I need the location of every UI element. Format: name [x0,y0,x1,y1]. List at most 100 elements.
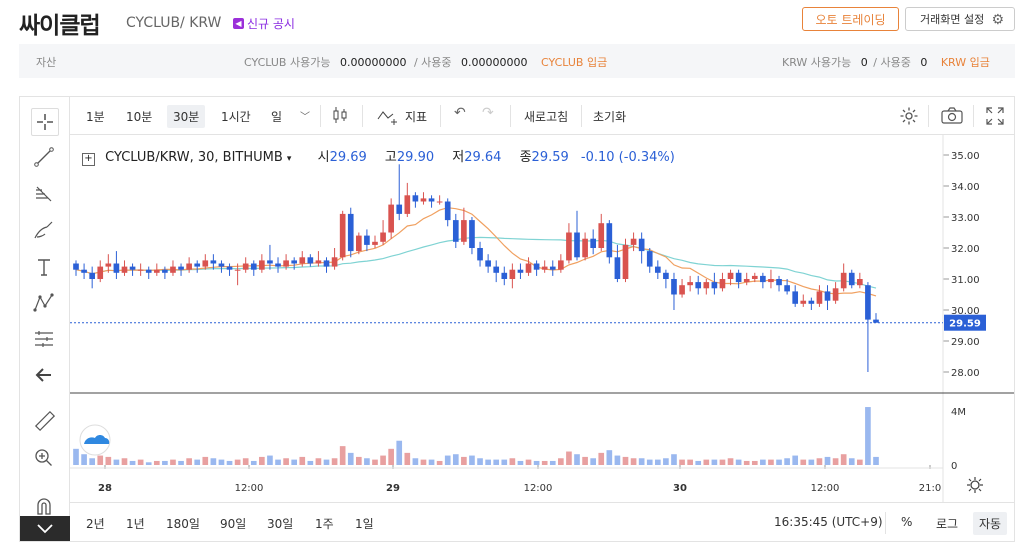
volume-bar [444,455,451,465]
time-settings-icon[interactable] [967,477,983,493]
candle [250,263,257,270]
candle [743,279,750,283]
new-notice-link[interactable]: ◀ 신규 공시 [233,15,295,32]
candle [606,223,613,258]
crosshair-icon[interactable] [31,108,59,136]
ma-short-line [75,207,877,297]
volume-bar [687,459,693,465]
volume-bar [380,455,386,465]
interval-10m[interactable]: 10분 [126,110,153,124]
legend-change: -0.10 (-0.34%) [580,150,675,165]
range-bar: 2년 1년 180일 90일 30일 1주 1일 16:35:45 (UTC+9… [70,502,1014,541]
candle [291,260,298,264]
volume-bar [541,460,548,465]
candle-style-icon[interactable] [332,106,348,127]
indicators-icon[interactable] [377,107,401,128]
volume-bar [873,456,879,465]
candle [210,260,217,264]
candle [727,272,734,279]
screen-settings-button[interactable]: 거래화면 설정 ⚙ [905,7,1015,31]
candle [477,248,483,261]
range-2y[interactable]: 2년 [86,517,105,531]
range-30d[interactable]: 30일 [267,517,294,531]
candle [428,198,435,202]
fib-retracement-icon[interactable] [31,181,57,207]
candle [137,269,144,271]
krw-in-use-label: / 사용중 [873,56,911,69]
interval-dropdown-icon[interactable]: ﹀ [300,112,310,123]
time-tick-label: 12:00 [235,483,264,494]
reset-button[interactable]: 초기화 [593,110,627,124]
time-tick-label: 30 [673,483,687,494]
interval-1h[interactable]: 1시간 [221,110,251,124]
indicators-button[interactable]: 지표 [405,110,428,124]
zoom-in-icon[interactable] [31,445,57,471]
text-tool-icon[interactable] [31,254,57,280]
chart-legend: + CYCLUB/KRW, 30, BITHUMB ▾ 시29.69 고29.9… [82,146,675,166]
fullscreen-icon[interactable] [986,107,1004,128]
candle [857,279,863,286]
range-1d[interactable]: 1일 [355,517,374,531]
collapse-toolbar-button[interactable] [20,516,70,541]
cyclub-available-label: CYCLUB 사용가능 [244,56,331,69]
candle [226,266,233,270]
redo-icon[interactable]: ↷ [482,105,494,121]
camera-icon[interactable] [941,107,963,127]
candle [493,266,500,273]
candle [372,241,378,245]
interval-1m[interactable]: 1분 [86,110,105,124]
range-90d[interactable]: 90일 [220,517,247,531]
volume-bar [388,448,394,465]
candle [105,263,112,267]
auto-trading-button[interactable]: 오토 트레이딩 [802,7,899,31]
volume-bar [267,455,273,465]
symbol-dropdown-icon[interactable]: ▾ [286,154,292,164]
volume-bar [533,460,540,465]
legend-symbol[interactable]: CYCLUB/KRW, 30, BITHUMB [105,150,283,165]
settings-gear-icon[interactable] [899,106,919,129]
candle [533,263,540,270]
back-arrow-icon[interactable] [31,362,57,388]
volume-bar [226,460,233,465]
legend-expand-icon[interactable]: + [82,153,95,166]
pattern-tool-icon[interactable] [31,290,57,316]
volume-bar [671,454,677,465]
volume-bar [299,456,306,465]
percent-scale-button[interactable]: % [901,515,913,529]
volume-bar [695,460,702,465]
volume-bar [242,458,249,465]
interval-day[interactable]: 일 [271,110,283,124]
time-tick-label: 12:00 [811,483,840,494]
candle [323,260,330,267]
volume-bar [663,458,669,465]
interval-30m[interactable]: 30분 [167,105,206,128]
krw-deposit-link[interactable]: KRW 입금 [940,56,990,69]
candle [396,204,403,214]
candle [469,220,475,248]
refresh-button[interactable]: 새로고침 [524,110,569,124]
candle [865,285,871,320]
ruler-icon[interactable] [31,408,57,434]
volume-bar [153,460,160,465]
volume-bar [638,458,645,465]
price-tick-label: 32.00 [951,244,980,255]
candle [751,275,758,279]
price-tick-label: 34.00 [951,182,980,193]
candle [509,269,516,279]
prediction-tool-icon[interactable] [31,326,57,352]
magnet-icon[interactable] [31,493,57,519]
cyclub-deposit-link[interactable]: CYCLUB 입금 [540,56,608,69]
undo-icon[interactable]: ↶ [454,105,466,121]
auto-scale-button[interactable]: 자동 [973,512,1008,535]
log-scale-button[interactable]: 로그 [936,517,959,531]
trend-line-icon[interactable] [31,144,57,170]
price-chart[interactable]: 35.00 34.00 33.00 32.00 31.00 30.00 29.00 28.00… [70,135,1014,502]
range-180d[interactable]: 180일 [166,517,200,531]
range-1y[interactable]: 1년 [126,517,145,531]
candle [186,263,192,270]
range-1w[interactable]: 1주 [315,517,334,531]
volume-bar [590,458,596,465]
ma-long-line [75,236,877,289]
candle [412,195,419,202]
brush-icon[interactable] [31,217,57,243]
